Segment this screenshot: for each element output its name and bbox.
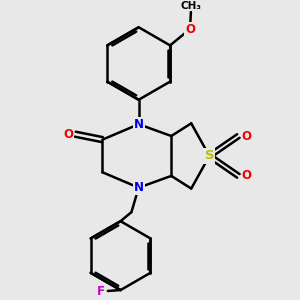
Text: F: F	[97, 285, 105, 298]
Text: S: S	[205, 149, 214, 162]
Text: N: N	[134, 118, 144, 131]
Text: N: N	[134, 181, 144, 194]
Text: O: O	[242, 130, 251, 142]
Text: O: O	[242, 169, 251, 182]
Text: O: O	[185, 22, 195, 36]
Text: O: O	[63, 128, 73, 141]
Text: CH₃: CH₃	[180, 1, 201, 10]
